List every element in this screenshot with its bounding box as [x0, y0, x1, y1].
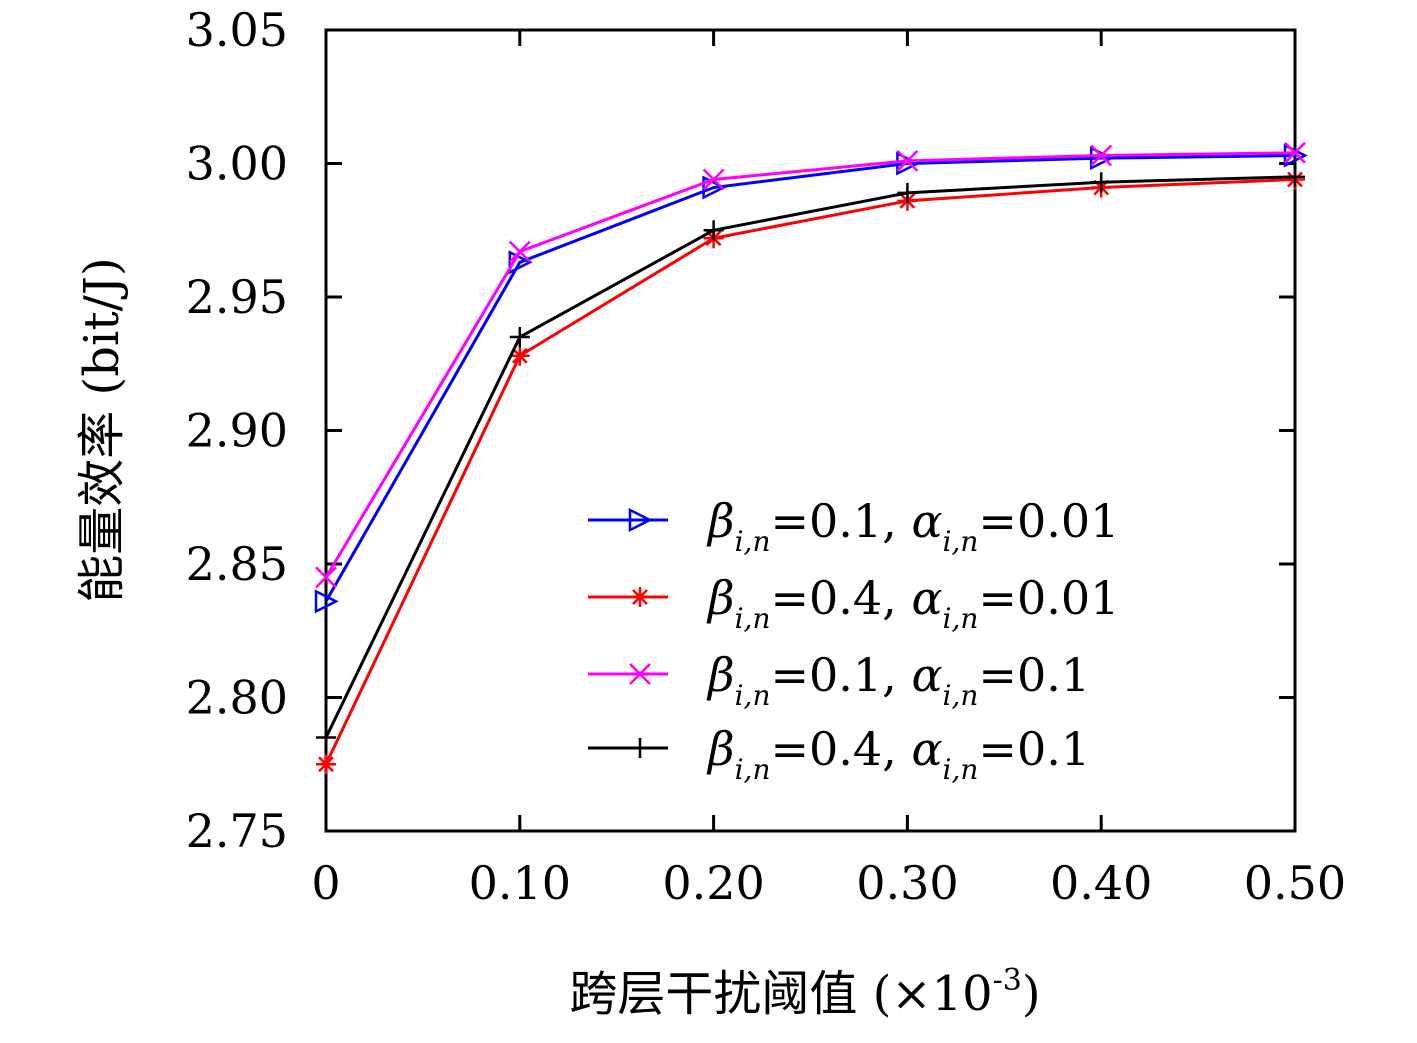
y-axis-label: 能量效率 (bit/J): [74, 257, 130, 603]
y-tick-label: 2.80: [186, 671, 288, 725]
legend-label: βi,n=0.1, αi,n=0.1: [706, 648, 1090, 712]
series-1: [314, 143, 1308, 614]
series-3: [315, 141, 1306, 589]
series-layer: [314, 141, 1308, 775]
legend-label: βi,n=0.4, αi,n=0.1: [706, 722, 1090, 786]
legend-item: βi,n=0.4, αi,n=0.01: [588, 571, 1119, 635]
data-point: [316, 727, 336, 748]
data-point: [703, 220, 724, 241]
series-line: [324, 178, 1296, 765]
legend: βi,n=0.1, αi,n=0.01 βi,n=0.4, αi,n=0.01 βi…: [588, 494, 1119, 786]
x-tick-label: 0.40: [1050, 856, 1152, 910]
y-tick-label: 3.00: [186, 137, 288, 191]
data-point: [897, 182, 918, 203]
data-point: [508, 240, 531, 263]
plot-area-border: [324, 28, 1297, 833]
legend-marker: [628, 507, 653, 533]
data-point: [896, 151, 921, 176]
x-axis-label-superscript: -3: [993, 963, 1022, 998]
data-point: [896, 149, 919, 172]
data-point: [702, 168, 725, 191]
axis-ticks: [324, 28, 1297, 833]
y-tick-label: 2.85: [186, 537, 288, 591]
axis-labels: 跨层干扰阈值 (×10-3) 能量效率 (bit/J): [74, 257, 1041, 1022]
series-line: [324, 151, 1296, 579]
x-tick-label: 0.50: [1244, 856, 1346, 910]
data-point: [1089, 146, 1114, 171]
data-point: [315, 566, 337, 589]
series-4: [316, 166, 1305, 748]
data-point: [1091, 172, 1112, 193]
data-point: [1090, 144, 1113, 167]
data-point: [509, 327, 530, 348]
x-tick-label: 0.20: [662, 856, 764, 910]
x-axis-label-text: 跨层干扰阈值 (×10: [569, 966, 992, 1022]
legend-label: βi,n=0.4, αi,n=0.01: [706, 571, 1119, 635]
data-point: [508, 250, 533, 275]
x-tick-label: 0.30: [856, 856, 958, 910]
legend-item: βi,n=0.1, αi,n=0.1: [588, 648, 1090, 712]
series-line: [324, 153, 1296, 603]
y-tick-label: 2.95: [186, 270, 288, 324]
x-axis-label-suffix: ): [1022, 966, 1041, 1022]
legend-marker: [630, 738, 650, 758]
data-point: [316, 754, 336, 775]
y-tick-label: 2.75: [186, 804, 288, 858]
plot-frame: [324, 28, 1297, 833]
y-tick-label: 3.05: [186, 3, 288, 57]
legend-item: βi,n=0.1, αi,n=0.01: [588, 494, 1119, 558]
data-point: [1284, 141, 1306, 164]
data-point: [509, 345, 530, 366]
x-axis-label: 跨层干扰阈值 (×10-3): [569, 963, 1040, 1022]
x-tick-label: 0.10: [469, 856, 571, 910]
legend-marker: [630, 587, 650, 607]
tick-labels: 0 0.10 0.20 0.30 0.40 0.50 2.75 2.80 2.85 2.90 2.9…: [186, 3, 1347, 910]
data-point: [1283, 143, 1308, 168]
data-point: [1285, 166, 1305, 187]
y-tick-label: 2.90: [186, 404, 288, 458]
x-tick-label: 0: [311, 856, 340, 910]
series-line: [324, 175, 1296, 739]
legend-label: βi,n=0.1, αi,n=0.01: [706, 494, 1119, 558]
data-point: [702, 175, 727, 200]
data-point: [314, 589, 339, 614]
legend-item: βi,n=0.4, αi,n=0.1: [588, 722, 1090, 786]
legend-marker: [629, 663, 651, 685]
